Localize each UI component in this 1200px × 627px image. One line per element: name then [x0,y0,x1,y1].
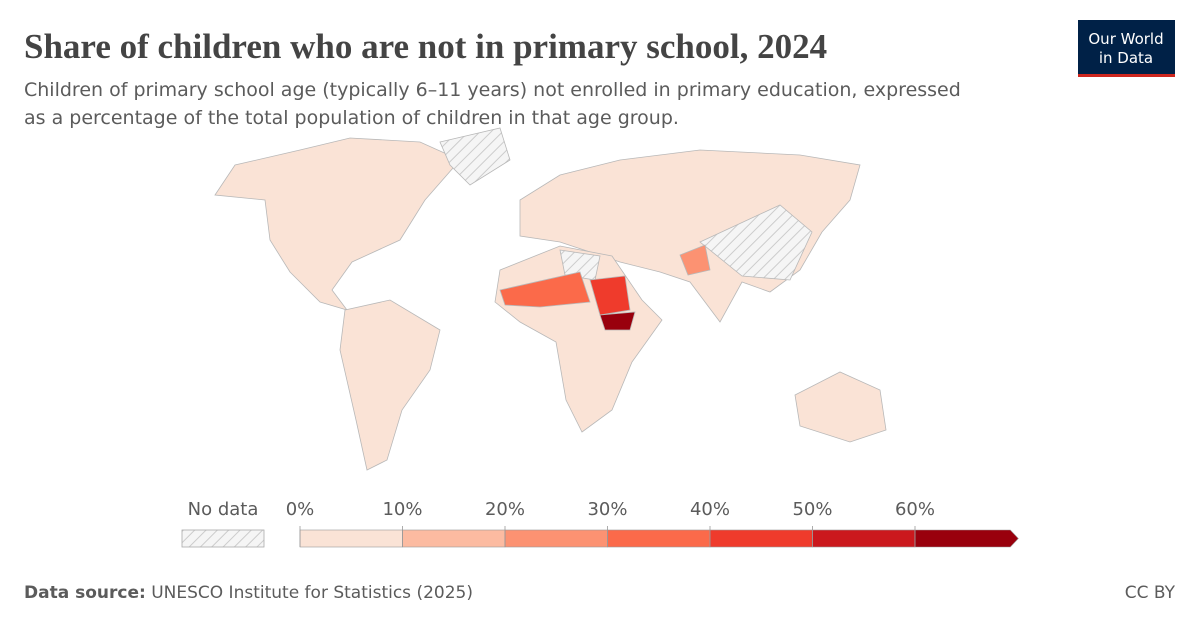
legend-bin [402,529,506,548]
legend-bin [504,529,608,548]
region [499,271,591,308]
legend-tick-label: 50% [792,499,832,520]
no-data-swatch [181,529,265,548]
title: Share of children who are not in primary… [24,27,827,66]
logo-box [1078,20,1175,77]
footer-source: Data source: UNESCO Institute for Statis… [24,583,473,603]
legend-bin [812,529,916,548]
no-data-region [439,127,511,186]
source-label: Data source: [24,583,146,603]
map [214,127,887,471]
subtitle: as a percentage of the total population … [24,107,679,129]
region [589,275,631,316]
logo-bar [1078,74,1175,77]
legend-tick-label: 40% [690,499,730,520]
legend-bin [299,529,403,548]
continent [794,371,887,443]
legend-bin [607,529,711,548]
continent [214,137,461,311]
subtitle: Children of primary school age (typicall… [24,79,961,101]
legend-bin [914,529,1019,548]
continent [339,299,441,471]
legend-tick-label: 60% [895,499,935,520]
legend-tick-label: 30% [587,499,627,520]
source: UNESCO Institute for Statistics (2025) [151,583,473,603]
logo-text: Our World [1088,30,1163,48]
legend: 0% 10% 20% 30% 40% 50% 60% [286,499,1019,548]
no-data-region [699,204,813,281]
region [679,244,711,276]
region [599,311,636,331]
license: CC BY [1125,583,1176,603]
legend-tick-label: 20% [485,499,525,520]
legend-tick-label: 10% [382,499,422,520]
legend-tick-label: 0% [286,499,315,520]
no-data-label: No data [188,499,259,520]
legend-bin [709,529,813,548]
logo-text: in Data [1099,49,1153,67]
logo[interactable]: Our World in Data [1078,20,1175,77]
